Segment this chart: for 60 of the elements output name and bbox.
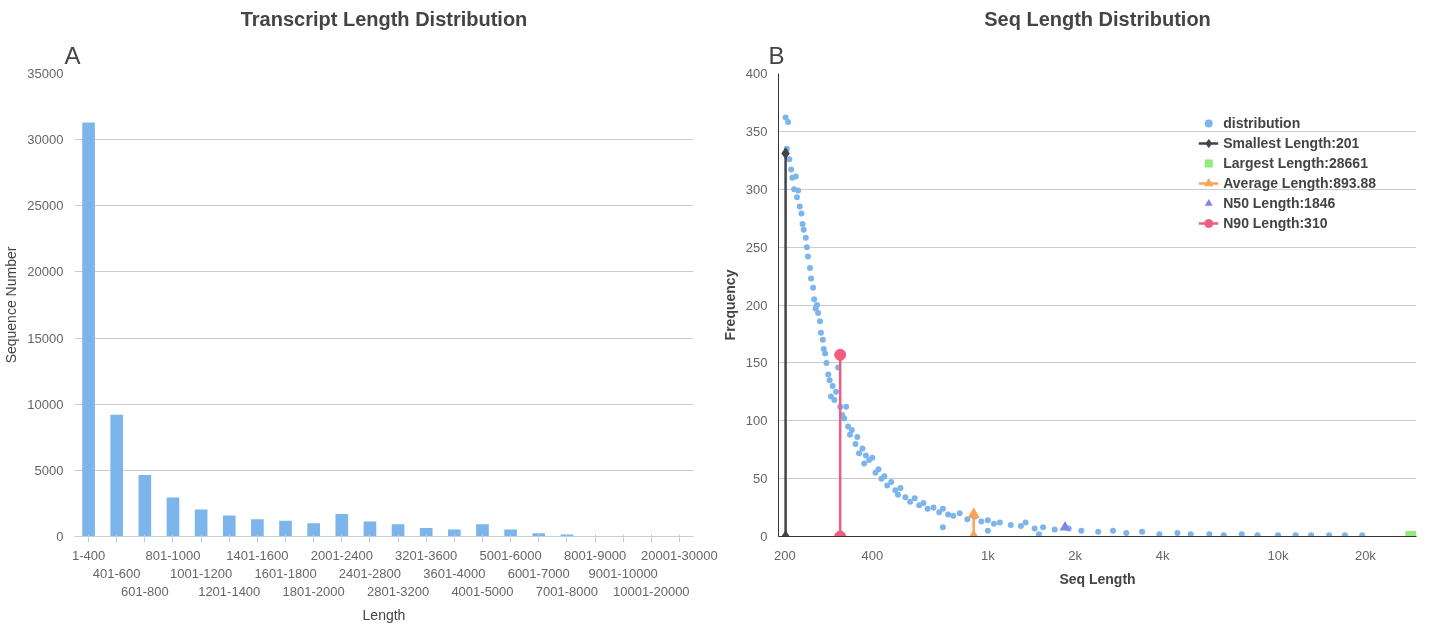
x-tick-label: 3201-3600 — [395, 547, 458, 563]
y-tick-label: 10000 — [27, 396, 64, 412]
x-tick-label: 1601-1800 — [254, 565, 317, 581]
x-tick-label: 401-600 — [92, 565, 141, 581]
x-tick-label: 3601-4000 — [423, 565, 486, 581]
chart-title: Transcript Length Distribution — [240, 7, 528, 30]
x-tick-label: 1001-1200 — [170, 565, 233, 581]
x-axis-title: Length — [362, 606, 406, 623]
y-tick-label: 30000 — [27, 132, 64, 148]
y-tick-label: 400 — [745, 66, 768, 81]
y-tick-label: 300 — [745, 181, 768, 197]
x-tick-label: 6001-7000 — [507, 565, 570, 581]
y-tick-label: 25000 — [27, 198, 64, 214]
x-tick-label: 10001-20000 — [612, 583, 690, 599]
x-tick-label: 601-800 — [120, 583, 169, 599]
x-tick-label: 801-1000 — [145, 547, 201, 563]
x-tick-label: 20k — [1354, 547, 1377, 563]
x-tick-label: 1801-2000 — [282, 583, 345, 599]
legend-label: distribution — [1223, 115, 1301, 131]
x-tick-label: 10k — [1267, 547, 1290, 563]
x-tick-label: 5001-6000 — [479, 547, 542, 563]
y-tick-label: 0 — [760, 529, 768, 544]
x-tick-label: 2401-2800 — [338, 565, 402, 581]
y-axis-title: Frequency — [721, 269, 738, 341]
y-tick-label: 250 — [745, 239, 768, 255]
x-tick-label: 200 — [774, 547, 796, 563]
x-tick-label: 1k — [980, 547, 996, 563]
y-axis-title: Sequence Number — [3, 246, 20, 364]
x-tick-label: 7001-8000 — [535, 583, 598, 599]
x-tick-label: 8001-9000 — [563, 547, 627, 563]
y-tick-label: 150 — [745, 355, 768, 371]
x-tick-label: 2k — [1068, 547, 1083, 563]
legend-label: N50 Length:1846 — [1223, 195, 1336, 211]
legend-label: Average Length:893.88 — [1223, 175, 1376, 191]
y-tick-label: 100 — [745, 413, 768, 429]
y-tick-label: 5000 — [34, 462, 64, 478]
x-tick-label: 1401-1600 — [226, 547, 289, 563]
text: B — [768, 41, 785, 69]
text: A — [64, 41, 81, 69]
y-tick-label: 15000 — [27, 330, 64, 346]
x-tick-label: 4k — [1155, 547, 1170, 563]
x-tick-label: 9001-10000 — [588, 565, 658, 581]
legend-label: Smallest Length:201 — [1223, 135, 1360, 151]
x-tick-label: 20001-30000 — [641, 547, 718, 563]
x-tick-label: 1201-1400 — [198, 583, 261, 599]
y-tick-label: 350 — [745, 123, 768, 139]
chart-title: Seq Length Distribution — [984, 7, 1211, 30]
y-tick-label: 35000 — [27, 66, 64, 81]
legend-label: Largest Length:28661 — [1223, 155, 1368, 171]
x-tick-label: 2801-3200 — [366, 583, 430, 599]
x-tick-label: 2001-2400 — [310, 547, 373, 563]
x-axis-title: Seq Length — [1059, 570, 1136, 587]
y-tick-label: 20000 — [27, 264, 64, 280]
x-tick-label: 4001-5000 — [451, 583, 514, 599]
x-tick-label: 400 — [861, 547, 884, 563]
y-tick-label: 200 — [745, 297, 768, 313]
y-tick-label: 0 — [56, 529, 64, 544]
x-tick-label: 1-400 — [71, 547, 106, 563]
y-tick-label: 50 — [753, 471, 768, 487]
legend-label: N90 Length:310 — [1223, 215, 1328, 231]
